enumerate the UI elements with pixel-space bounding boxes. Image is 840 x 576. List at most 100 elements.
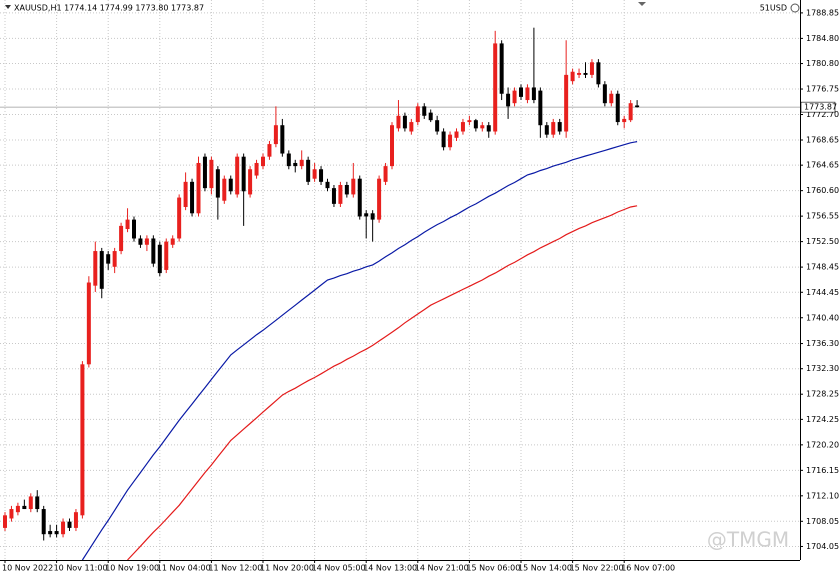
candle-body [364, 213, 369, 217]
x-tick-label: 14 Nov 05:00 [312, 564, 366, 573]
candle-body [383, 166, 388, 182]
candle-body [202, 156, 207, 189]
candle-body [467, 120, 472, 123]
candle-body [331, 188, 336, 204]
y-tick-label: 1776.75 [806, 85, 839, 94]
candle-body [635, 105, 640, 108]
settings-icon[interactable] [790, 3, 800, 13]
y-tick-label: 1712.10 [806, 491, 839, 500]
x-tick-label: 10 Nov 2022 [2, 564, 53, 573]
candle-body [415, 106, 420, 123]
x-tick-label: 11 Nov 04:00 [157, 564, 211, 573]
candle-body [228, 178, 233, 192]
candle-body [106, 254, 111, 264]
y-tick-label: 1708.05 [806, 517, 839, 526]
candle-body [448, 134, 453, 148]
candle-body [299, 159, 304, 167]
y-tick-label: 1716.15 [806, 466, 839, 475]
candle-body [435, 120, 440, 132]
candle-body [486, 125, 491, 132]
y-tick-label: 1720.20 [806, 440, 839, 449]
grid [0, 0, 800, 560]
candle-body [215, 169, 220, 198]
y-tick-label: 1736.30 [806, 339, 839, 348]
candle-body [319, 169, 324, 182]
candle-body [493, 43, 498, 132]
y-tick-label: 1772.70 [806, 110, 839, 119]
candle-body [235, 156, 240, 195]
price-tag-label: 1773.87 [804, 103, 837, 112]
candle-body [512, 90, 517, 104]
candle-body [241, 156, 246, 192]
candle-body [583, 72, 588, 75]
x-tick-label: 10 Nov 11:00 [54, 564, 108, 573]
candle-body [286, 153, 291, 167]
candle-body [525, 87, 530, 101]
candle-body [312, 169, 317, 179]
candle-body [531, 87, 536, 101]
candle-body [112, 251, 117, 267]
x-tick-label: 11 Nov 12:00 [208, 564, 262, 573]
candle-body [344, 184, 349, 195]
y-tick-label: 1760.60 [806, 186, 839, 195]
moving-average-line [81, 141, 638, 561]
menu-icon[interactable] [5, 5, 11, 9]
candle-body [473, 120, 478, 129]
y-tick-label: 1748.45 [806, 263, 839, 272]
candle-body [157, 244, 162, 274]
x-tick-label: 15 Nov 22:00 [570, 564, 624, 573]
candle-body [551, 122, 556, 135]
candle-body [119, 225, 124, 252]
candle-body [622, 118, 627, 123]
candle-body [15, 505, 20, 513]
candle-body [377, 178, 382, 220]
candle-body [280, 125, 285, 154]
candle-body [390, 125, 394, 167]
y-tick-label: 1788.85 [806, 8, 839, 17]
candle-body [35, 496, 40, 510]
candle-body [22, 505, 27, 510]
x-tick-label: 14 Nov 13:00 [363, 564, 417, 573]
x-tick-label: 11 Nov 20:00 [260, 564, 314, 573]
y-tick-label: 1764.65 [806, 161, 839, 170]
candle-body [222, 178, 227, 201]
plot [0, 27, 800, 561]
candle-body [254, 162, 259, 176]
candle-body [557, 122, 562, 132]
candle-body [338, 184, 343, 204]
candle-body [170, 238, 175, 245]
x-tick-label: 10 Nov 19:00 [105, 564, 159, 573]
candle-body [86, 282, 91, 365]
candle-body [351, 178, 356, 195]
candle-body [370, 213, 375, 220]
candle-body [306, 159, 311, 182]
candle-body [93, 251, 98, 286]
y-tick-label: 1724.25 [806, 415, 839, 424]
candle-body [396, 115, 401, 129]
candle-body [538, 90, 543, 126]
y-tick-label: 1744.45 [806, 288, 839, 297]
candle-body [48, 531, 53, 535]
candle-body [506, 93, 511, 107]
candle-body [499, 43, 504, 94]
candle-body [132, 219, 136, 239]
y-tick-label: 1728.25 [806, 390, 839, 399]
candle-body [596, 62, 601, 85]
y-tick-label: 1740.40 [806, 313, 839, 322]
candle-body [9, 509, 14, 519]
y-tick-label: 1752.50 [806, 237, 839, 246]
candle-body [577, 72, 582, 75]
candle-body [151, 238, 156, 264]
candle-body [80, 364, 85, 516]
candle-body [54, 531, 59, 535]
candle-body [196, 162, 201, 214]
candle-body [544, 125, 549, 135]
candle-body [138, 238, 143, 245]
candle-body [261, 156, 265, 167]
x-tick-label: 14 Nov 21:00 [415, 564, 469, 573]
scroll-marker[interactable] [638, 2, 646, 6]
candle-body [441, 131, 446, 148]
candle-body [428, 112, 433, 121]
